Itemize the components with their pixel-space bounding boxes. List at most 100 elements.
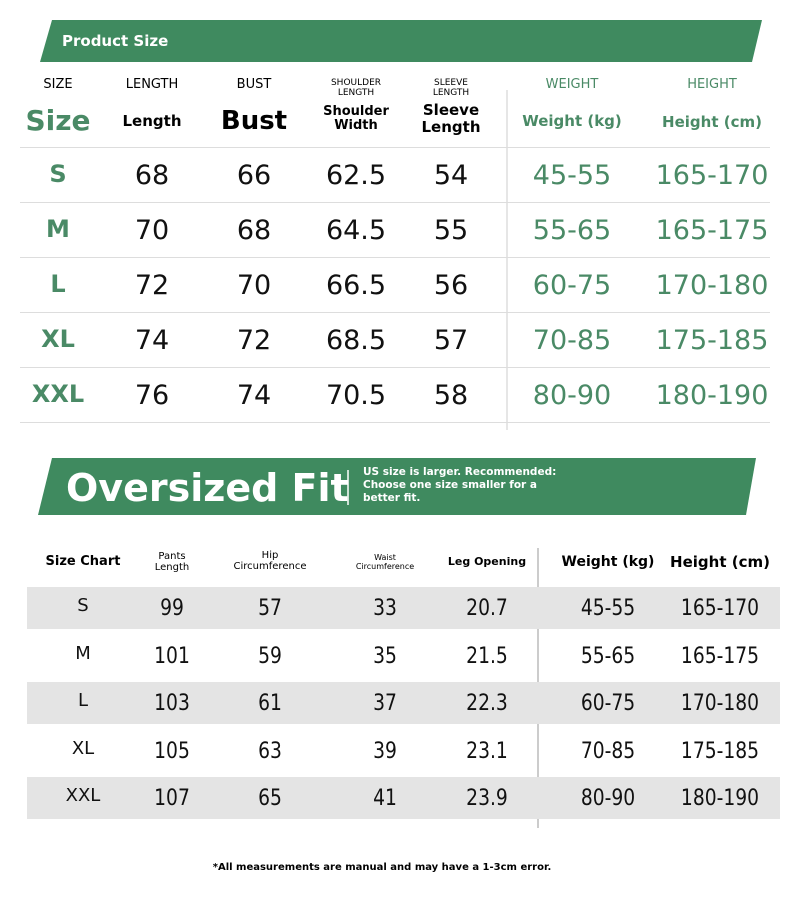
cell: 72 bbox=[236, 325, 272, 356]
cell: 101 bbox=[154, 643, 190, 669]
header-large: Height (cm) bbox=[662, 113, 762, 131]
row-band bbox=[27, 777, 780, 819]
fit-note: US size is larger. Recommended: Choose o… bbox=[363, 466, 557, 504]
header: Leg Opening bbox=[447, 555, 527, 568]
cell: 63 bbox=[258, 738, 282, 764]
fit-title: Oversized Fit bbox=[66, 466, 349, 510]
header-small: BUST bbox=[236, 77, 272, 92]
cell: 64.5 bbox=[325, 215, 387, 246]
cell: 74 bbox=[134, 325, 170, 356]
cell: 57 bbox=[433, 325, 469, 356]
cell: 165-170 bbox=[680, 596, 760, 621]
cell: 23.1 bbox=[466, 738, 508, 764]
cell: 45-55 bbox=[580, 596, 636, 621]
cell: 60-75 bbox=[532, 270, 612, 301]
cell: 175-185 bbox=[680, 738, 760, 764]
cell: 80-90 bbox=[532, 380, 612, 411]
header-small: SHOULDER LENGTH bbox=[330, 78, 382, 98]
header: Waist Circumference bbox=[355, 553, 415, 571]
banner-title: Product Size bbox=[62, 32, 169, 50]
cell: 70 bbox=[134, 215, 170, 246]
cell: 180-190 bbox=[655, 380, 769, 411]
cell: L bbox=[50, 270, 66, 298]
header-large: Weight (kg) bbox=[522, 112, 622, 130]
row-line bbox=[20, 367, 770, 368]
cell: 175-185 bbox=[655, 325, 769, 356]
cell: S bbox=[77, 595, 89, 616]
cell: 22.3 bbox=[466, 691, 508, 716]
cell: 170-180 bbox=[655, 270, 769, 301]
cell: 68 bbox=[134, 160, 170, 191]
row-line bbox=[20, 147, 770, 148]
cell: 60-75 bbox=[580, 691, 636, 716]
cell: 55-65 bbox=[532, 215, 612, 246]
cell: 37 bbox=[373, 691, 397, 716]
cell: 55-65 bbox=[580, 643, 636, 669]
cell: XL bbox=[71, 737, 95, 759]
cell: 70-85 bbox=[532, 325, 612, 356]
cell: 20.7 bbox=[466, 596, 508, 621]
cell: 66.5 bbox=[325, 270, 387, 301]
header-large: Sleeve Length bbox=[421, 101, 481, 136]
row-line bbox=[20, 312, 770, 313]
cell: 59 bbox=[258, 643, 282, 669]
cell: 165-175 bbox=[680, 643, 760, 669]
cell: 72 bbox=[134, 270, 170, 301]
cell: L bbox=[77, 690, 89, 711]
cell: 180-190 bbox=[680, 786, 760, 811]
cell: 54 bbox=[433, 160, 469, 191]
header-small: WEIGHT bbox=[545, 77, 599, 92]
cell: 99 bbox=[160, 596, 184, 621]
cell: 55 bbox=[433, 215, 469, 246]
header-small: LENGTH bbox=[125, 77, 179, 92]
cell: M bbox=[75, 642, 91, 664]
cell: 105 bbox=[154, 738, 190, 764]
header-large: Bust bbox=[220, 106, 288, 136]
cell: XXL bbox=[31, 380, 85, 408]
cell: S bbox=[49, 160, 67, 188]
header-large: Length bbox=[122, 112, 182, 130]
cell: 41 bbox=[373, 786, 397, 811]
cell: 107 bbox=[154, 786, 190, 811]
header: Pants Length bbox=[154, 551, 190, 573]
header: Weight (kg) bbox=[561, 554, 655, 570]
cell: 170-180 bbox=[680, 691, 760, 716]
header: Size Chart bbox=[45, 554, 121, 569]
footnote: *All measurements are manual and may hav… bbox=[212, 862, 552, 873]
header-small: HEIGHT bbox=[687, 77, 737, 92]
cell: 165-170 bbox=[655, 160, 769, 191]
row-line bbox=[20, 257, 770, 258]
header-large: Shoulder Width bbox=[323, 104, 389, 133]
row-line bbox=[20, 202, 770, 203]
cell: 68 bbox=[236, 215, 272, 246]
banner-shape bbox=[40, 20, 762, 62]
cell: 70 bbox=[236, 270, 272, 301]
cell: 62.5 bbox=[325, 160, 387, 191]
cell: 76 bbox=[134, 380, 170, 411]
cell: 74 bbox=[236, 380, 272, 411]
cell: 57 bbox=[258, 596, 282, 621]
cell: 66 bbox=[236, 160, 272, 191]
cell: M bbox=[46, 215, 70, 243]
cell: 39 bbox=[373, 738, 397, 764]
header-small: SLEEVE LENGTH bbox=[432, 78, 470, 98]
cell: 33 bbox=[373, 596, 397, 621]
header-large: Size bbox=[25, 104, 91, 137]
cell: 80-90 bbox=[580, 786, 636, 811]
cell: 21.5 bbox=[466, 643, 508, 669]
row-band bbox=[27, 682, 780, 724]
cell: 58 bbox=[433, 380, 469, 411]
cell: 35 bbox=[373, 643, 397, 669]
cell: 45-55 bbox=[532, 160, 612, 191]
cell: 68.5 bbox=[325, 325, 387, 356]
cell: 70-85 bbox=[580, 738, 636, 764]
cell: 61 bbox=[258, 691, 282, 716]
header: Hip Circumference bbox=[233, 550, 307, 572]
cell: 56 bbox=[433, 270, 469, 301]
cell: XXL bbox=[65, 785, 101, 806]
header-small: SIZE bbox=[43, 77, 73, 92]
header: Height (cm) bbox=[670, 553, 770, 571]
cell: 70.5 bbox=[325, 380, 387, 411]
